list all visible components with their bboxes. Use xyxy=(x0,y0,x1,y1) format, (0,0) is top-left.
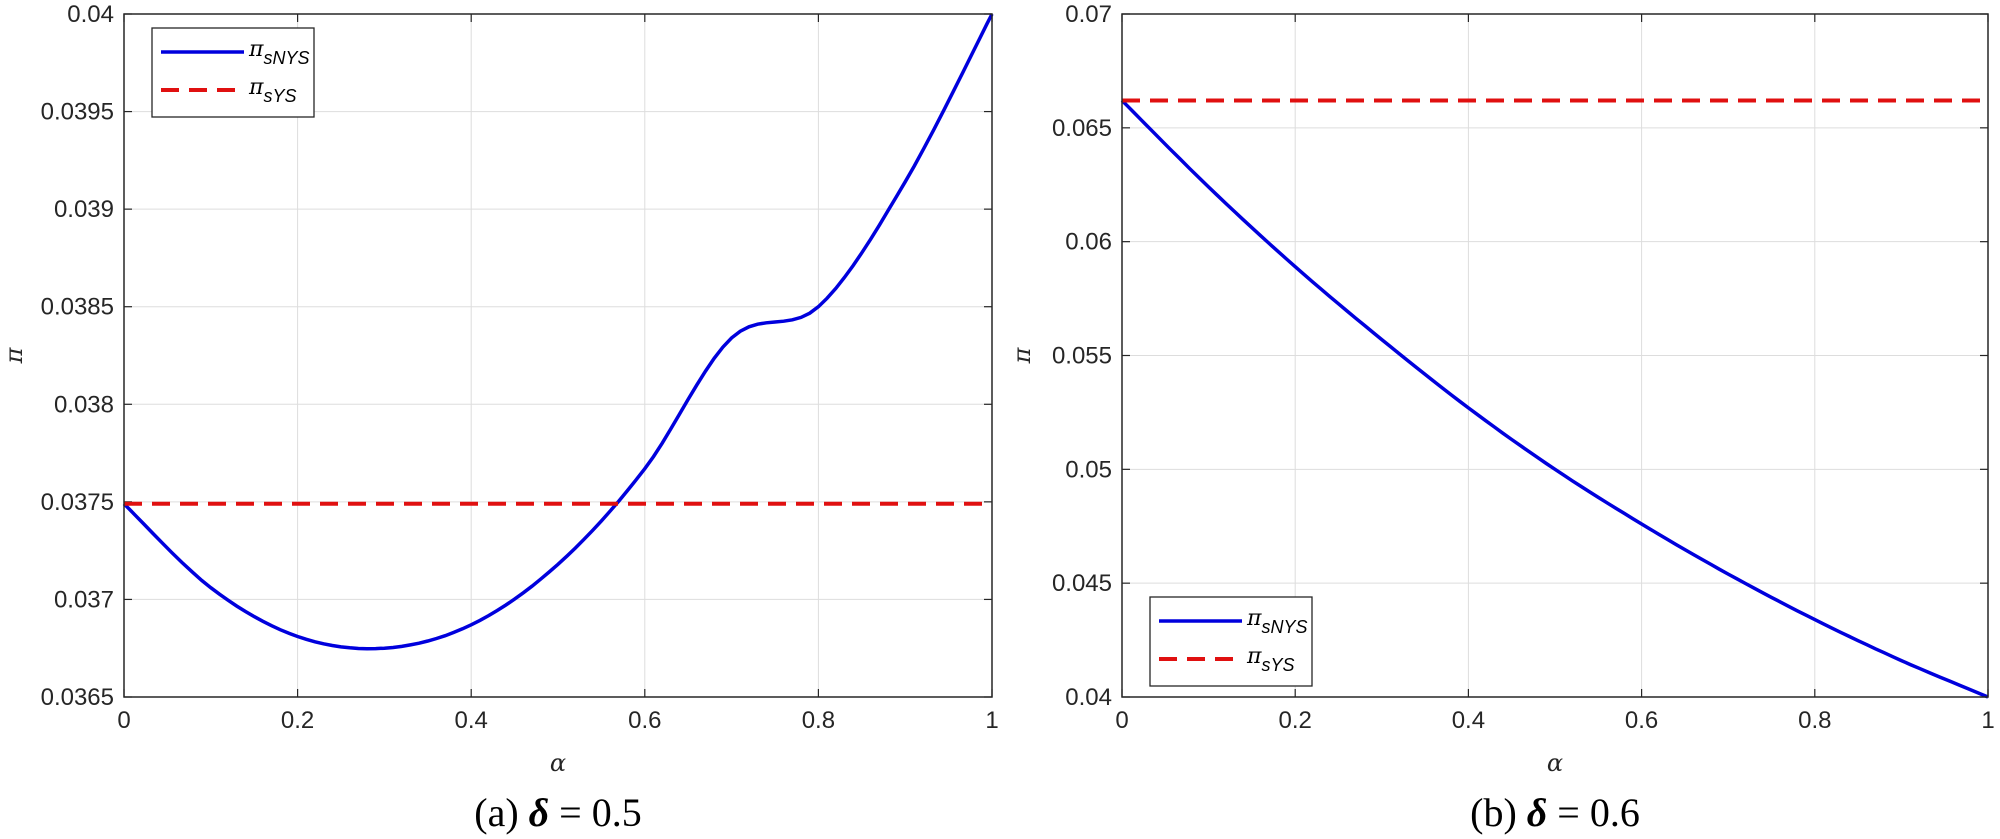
y-tick-label: 0.045 xyxy=(1052,570,1112,597)
x-tick-label: 0.6 xyxy=(628,707,661,734)
y-tick-label: 0.037 xyxy=(54,586,114,613)
figure-caption: (b) δ = 0.6 xyxy=(1470,790,1640,835)
caption-suffix: = 0.5 xyxy=(549,790,642,835)
caption-suffix: = 0.6 xyxy=(1547,790,1640,835)
axes-box xyxy=(1121,13,1989,698)
y-axis-label: π xyxy=(1008,346,1036,364)
legend-box xyxy=(1149,596,1313,687)
legend-label-sYS: πsYS xyxy=(1246,644,1294,675)
x-tick-label: 0.2 xyxy=(281,707,314,734)
y-axis-label: π xyxy=(0,346,28,364)
y-tick-label: 0.06 xyxy=(1065,229,1112,256)
y-tick-label: 0.039 xyxy=(54,196,114,223)
x-tick-label: 0.8 xyxy=(1798,707,1831,734)
chart-panel-1: 0 0.2 0.4 0.6 0.8 1 0.04 0.045 0.05 0.055 0.06 0.06… xyxy=(1008,1,1995,835)
caption-symbol: δ xyxy=(1527,790,1548,835)
x-tick-label: 0.4 xyxy=(1452,707,1485,734)
x-tick-label: 0.8 xyxy=(802,707,835,734)
x-tick-label: 1 xyxy=(985,707,998,734)
axes-box xyxy=(123,13,993,698)
y-tick-label: 0.038 xyxy=(54,391,114,418)
legend-subscript: sYS xyxy=(1261,655,1294,675)
y-tick-label: 0.0385 xyxy=(41,294,114,321)
plot-area xyxy=(124,14,992,697)
legend-subscript: sNYS xyxy=(263,48,309,68)
legend-subscript: sNYS xyxy=(1261,617,1307,637)
x-tick-label: 0 xyxy=(1115,707,1128,734)
y-tick-label: 0.055 xyxy=(1052,343,1112,370)
x-tick-label: 0.6 xyxy=(1625,707,1658,734)
caption-prefix: (a) xyxy=(474,790,528,835)
y-tick-label: 0.07 xyxy=(1065,1,1112,28)
y-tick-label: 0.065 xyxy=(1052,115,1112,142)
y-tick-label: 0.0365 xyxy=(41,684,114,711)
caption-symbol: δ xyxy=(529,790,550,835)
x-tick-label: 1 xyxy=(1981,707,1994,734)
series-line-sNYS xyxy=(1120,99,1989,699)
series-line-sNYS xyxy=(122,13,994,651)
y-tick-label: 0.04 xyxy=(67,1,114,28)
caption-prefix: (b) xyxy=(1470,790,1527,835)
y-tick-label: 0.0375 xyxy=(41,489,114,516)
x-axis-label: α xyxy=(1547,749,1563,777)
y-tick-label: 0.0395 xyxy=(41,99,114,126)
legend-box xyxy=(151,27,315,118)
y-tick-label: 0.05 xyxy=(1065,456,1112,483)
chart-panel-0: 0 0.2 0.4 0.6 0.8 1 0.0365 0.037 0.0375 0.038 0.03… xyxy=(0,1,999,835)
x-tick-label: 0.4 xyxy=(455,707,488,734)
x-tick-label: 0 xyxy=(117,707,130,734)
figure-caption: (a) δ = 0.5 xyxy=(474,790,641,835)
legend-subscript: sYS xyxy=(263,86,296,106)
y-tick-label: 0.04 xyxy=(1065,684,1112,711)
x-axis-label: α xyxy=(550,749,566,777)
x-tick-label: 0.2 xyxy=(1279,707,1312,734)
